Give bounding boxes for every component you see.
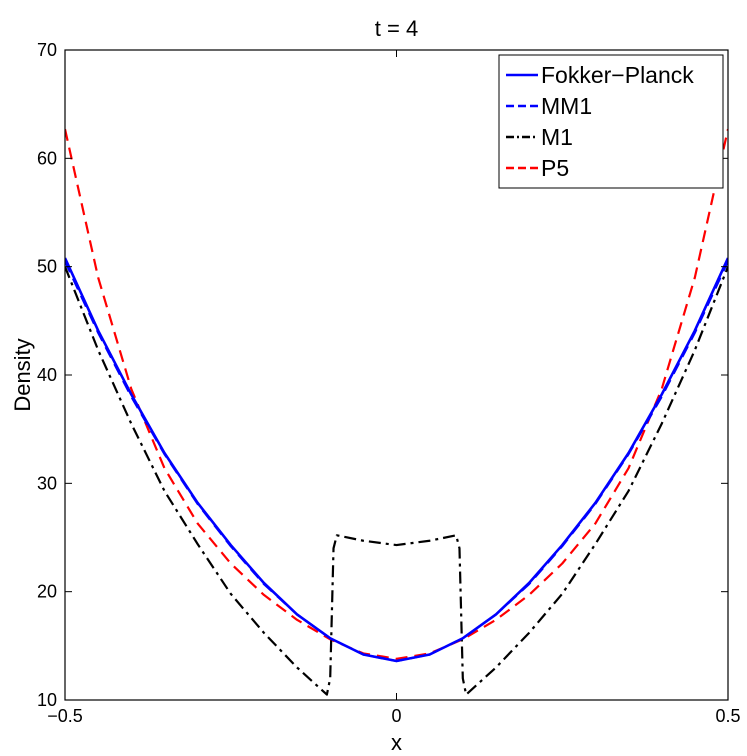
x-tick-label: 0 [391,706,401,726]
y-axis-label: Density [10,338,35,411]
y-tick-label: 40 [37,365,57,385]
legend-label: P5 [541,155,569,181]
x-tick-label: 0.5 [715,706,740,726]
chart-title: t = 4 [375,16,418,41]
series-line-mm1 [65,260,728,663]
y-tick-label: 30 [37,473,57,493]
legend-label: M1 [541,124,573,150]
legend-item: P5 [506,155,569,181]
y-tick-label: 50 [37,257,57,277]
legend-item: MM1 [506,93,592,119]
x-axis-label: x [391,730,402,755]
series-line-m1 [65,266,728,696]
y-tick-label: 20 [37,582,57,602]
series-layer [65,128,728,696]
y-tick-label: 60 [37,148,57,168]
tick-layer: −0.5 0 0.5 10 20 30 40 50 60 70 [37,40,741,726]
legend-item: M1 [506,124,573,150]
legend-box [498,54,724,189]
legend: Fokker−Planck MM1 M1 P5 [498,54,724,189]
series-line-p5 [65,128,728,660]
y-tick-label: 70 [37,40,57,60]
legend-label: Fokker−Planck [541,62,694,88]
y-tick-label: 10 [37,690,57,710]
x-tick-label: −0.5 [47,706,83,726]
legend-item: Fokker−Planck [506,62,694,88]
legend-label: MM1 [541,93,592,119]
